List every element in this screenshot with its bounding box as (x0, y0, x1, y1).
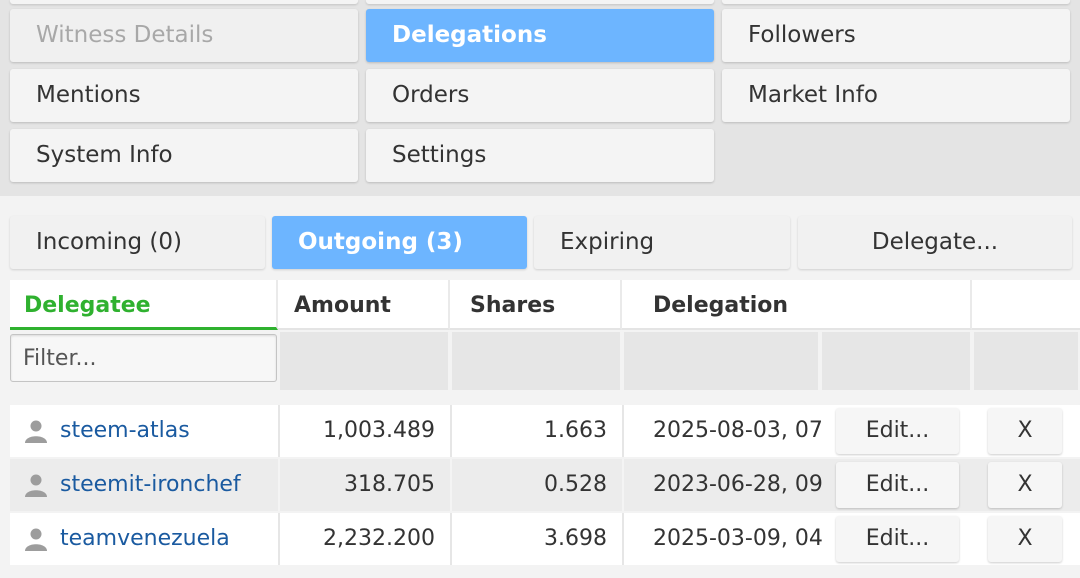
nav-witness-details[interactable]: Witness Details (10, 9, 358, 62)
nav-settings[interactable]: Settings (366, 129, 714, 182)
filter-cell-time (624, 332, 820, 390)
filter-cell-amount (280, 332, 450, 390)
nav-market-info[interactable]: Market Info (722, 69, 1070, 122)
column-divider (450, 513, 452, 565)
tab-incoming[interactable]: Incoming (0) (10, 216, 265, 269)
amount-value: 318.705 (344, 472, 435, 497)
shares-value: 1.663 (544, 418, 607, 443)
column-divider (278, 405, 280, 457)
filter-cell-shares (452, 332, 622, 390)
column-divider (278, 459, 280, 511)
column-divider (622, 405, 624, 457)
tab-expiring[interactable]: Expiring (534, 216, 790, 269)
delegation-time: 2025-03-09, 04: (653, 526, 823, 551)
column-divider (450, 405, 452, 457)
column-header-remove (972, 280, 1080, 330)
nav-system-info[interactable]: System Info (10, 129, 358, 182)
column-divider (450, 459, 452, 511)
section-nav: Witness Details Delegations Followers Me… (0, 0, 1080, 196)
column-divider (622, 459, 624, 511)
column-divider (278, 513, 280, 565)
nav-item-above-1[interactable] (10, 0, 358, 4)
remove-button[interactable]: X (988, 462, 1062, 508)
nav-item-above-3[interactable] (722, 0, 1070, 4)
table-row: steem-atlas 1,003.489 1.663 2025-08-03, … (10, 405, 1080, 457)
table-row: steemit-ironchef 318.705 0.528 2023-06-2… (10, 459, 1080, 511)
filter-cell-edit (822, 332, 972, 390)
shares-value: 3.698 (544, 526, 607, 551)
delegatee-link[interactable]: steem-atlas (60, 418, 190, 443)
column-header-shares[interactable]: Shares (MV) (450, 280, 622, 370)
nav-mentions[interactable]: Mentions (10, 69, 358, 122)
remove-button[interactable]: X (988, 516, 1062, 562)
delegation-tabs: Incoming (0) Outgoing (3) Expiring Deleg… (0, 196, 1080, 278)
edit-button[interactable]: Edit... (836, 408, 959, 454)
shares-value: 0.528 (544, 472, 607, 497)
nav-orders[interactable]: Orders (366, 69, 714, 122)
column-header-amount[interactable]: Amount (SP) (278, 280, 450, 370)
tab-outgoing[interactable]: Outgoing (3) (272, 216, 527, 269)
table-row: teamvenezuela 2,232.200 3.698 2025-03-09… (10, 513, 1080, 565)
filter-cell-remove (974, 332, 1080, 390)
amount-value: 2,232.200 (323, 526, 435, 551)
user-icon (25, 420, 47, 443)
filter-input[interactable] (10, 334, 277, 382)
edit-button[interactable]: Edit... (836, 516, 959, 562)
column-header-edit (822, 280, 972, 330)
delegate-button[interactable]: Delegate... (798, 216, 1072, 269)
amount-value: 1,003.489 (323, 418, 435, 443)
column-header-delegatee[interactable]: Delegatee (10, 280, 278, 330)
column-divider (622, 513, 624, 565)
user-icon (25, 474, 47, 497)
column-header-time[interactable]: Delegation Time (622, 280, 822, 370)
delegations-table: Delegatee Amount (SP) Shares (MV) Delega… (0, 278, 1080, 578)
delegation-time: 2025-08-03, 07: (653, 418, 823, 443)
delegatee-link[interactable]: teamvenezuela (60, 526, 230, 551)
delegation-time: 2023-06-28, 09: (653, 472, 823, 497)
user-icon (25, 528, 47, 551)
remove-button[interactable]: X (988, 408, 1062, 454)
delegatee-link[interactable]: steemit-ironchef (60, 472, 241, 497)
nav-item-above-2[interactable] (366, 0, 714, 4)
nav-followers[interactable]: Followers (722, 9, 1070, 62)
nav-delegations[interactable]: Delegations (366, 9, 714, 62)
edit-button[interactable]: Edit... (836, 462, 959, 508)
